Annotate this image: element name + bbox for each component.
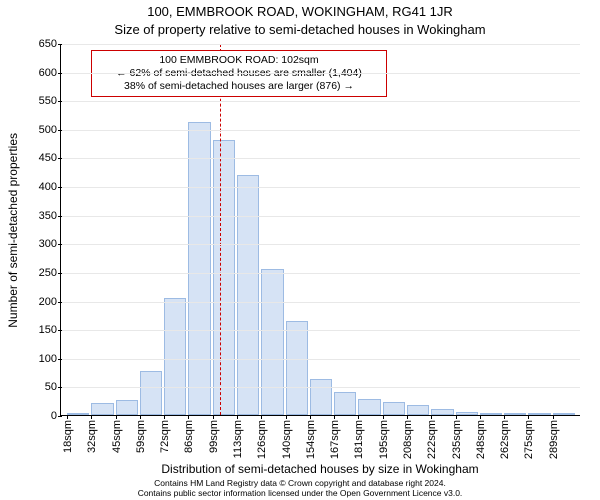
x-tick: 140sqm — [281, 420, 293, 459]
footer-attribution: Contains HM Land Registry data © Crown c… — [0, 479, 600, 499]
x-tick: 45sqm — [111, 420, 123, 453]
x-tick: 248sqm — [475, 420, 487, 459]
histogram-bar — [456, 412, 478, 415]
y-tick: 450 — [17, 152, 57, 164]
chart-title-sub: Size of property relative to semi-detach… — [0, 22, 600, 37]
x-tick: 113sqm — [232, 420, 244, 458]
x-tick: 154sqm — [305, 420, 317, 459]
x-tick: 262sqm — [499, 420, 511, 459]
histogram-bar — [431, 409, 453, 415]
histogram-bar — [67, 413, 89, 415]
histogram-bar — [407, 405, 429, 415]
y-tick: 200 — [17, 296, 57, 308]
annotation-line-3: 38% of semi-detached houses are larger (… — [98, 80, 380, 93]
x-tick: 235sqm — [451, 420, 463, 459]
x-tick: 59sqm — [135, 420, 147, 453]
histogram-bar — [116, 400, 138, 415]
chart-container: 100, EMMBROOK ROAD, WOKINGHAM, RG41 1JR … — [0, 0, 600, 500]
footer-line-2: Contains public sector information licen… — [0, 489, 600, 499]
plot-area: 100 EMMBROOK ROAD: 102sqm ← 62% of semi-… — [60, 44, 580, 416]
y-tick: 500 — [17, 124, 57, 136]
y-tick: 300 — [17, 238, 57, 250]
y-tick: 0 — [17, 410, 57, 422]
histogram-bar — [504, 413, 526, 415]
x-tick: 72sqm — [159, 420, 171, 453]
histogram-bar — [213, 140, 235, 415]
y-tick: 350 — [17, 210, 57, 222]
histogram-bars — [61, 44, 580, 415]
x-tick: 222sqm — [426, 420, 438, 459]
x-tick: 18sqm — [62, 420, 74, 453]
x-tick: 167sqm — [329, 420, 341, 459]
annotation-box: 100 EMMBROOK ROAD: 102sqm ← 62% of semi-… — [91, 50, 387, 97]
histogram-bar — [140, 371, 162, 415]
histogram-bar — [383, 402, 405, 415]
x-tick: 195sqm — [378, 420, 390, 459]
histogram-bar — [553, 413, 575, 415]
x-axis-label: Distribution of semi-detached houses by … — [60, 462, 580, 476]
annotation-line-1: 100 EMMBROOK ROAD: 102sqm — [98, 54, 380, 67]
x-tick: 181sqm — [353, 420, 365, 459]
y-tick: 650 — [17, 38, 57, 50]
x-tick: 126sqm — [256, 420, 268, 459]
histogram-bar — [237, 175, 259, 415]
y-tick: 150 — [17, 324, 57, 336]
y-tick: 100 — [17, 353, 57, 365]
histogram-bar — [480, 413, 502, 415]
chart-title-main: 100, EMMBROOK ROAD, WOKINGHAM, RG41 1JR — [0, 4, 600, 19]
y-tick: 50 — [17, 381, 57, 393]
histogram-bar — [164, 298, 186, 415]
histogram-bar — [334, 392, 356, 415]
histogram-bar — [286, 321, 308, 415]
x-tick: 86sqm — [183, 420, 195, 453]
y-tick: 400 — [17, 181, 57, 193]
histogram-bar — [188, 122, 210, 415]
y-tick: 550 — [17, 95, 57, 107]
histogram-bar — [358, 399, 380, 415]
histogram-bar — [528, 413, 550, 415]
x-tick: 99sqm — [208, 420, 220, 453]
y-tick: 600 — [17, 67, 57, 79]
x-tick: 275sqm — [523, 420, 535, 459]
x-tick: 32sqm — [86, 420, 98, 453]
x-tick: 289sqm — [548, 420, 560, 459]
histogram-bar — [91, 403, 113, 415]
x-tick: 208sqm — [402, 420, 414, 459]
histogram-bar — [261, 269, 283, 416]
y-tick: 250 — [17, 267, 57, 279]
annotation-line-2: ← 62% of semi-detached houses are smalle… — [98, 67, 380, 80]
histogram-bar — [310, 379, 332, 415]
